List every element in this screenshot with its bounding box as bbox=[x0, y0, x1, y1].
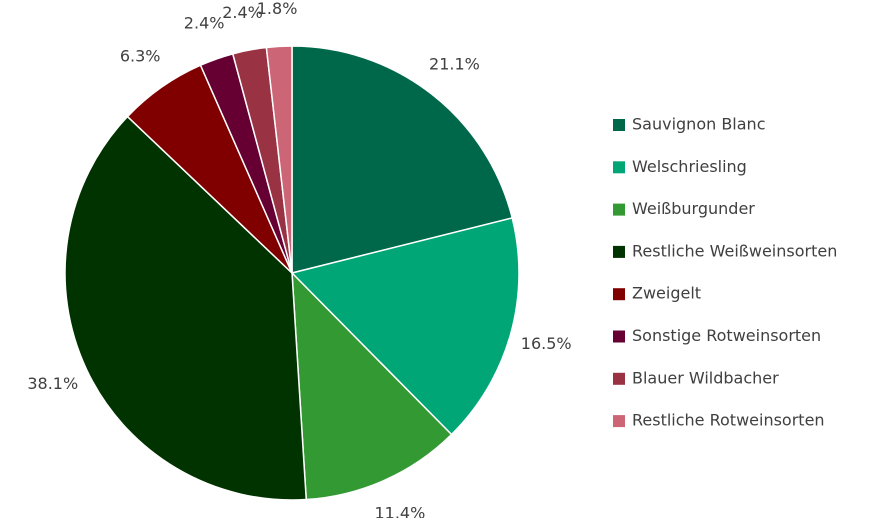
legend-swatch bbox=[613, 245, 625, 258]
legend-swatch bbox=[613, 288, 625, 301]
data-label: 38.1% bbox=[27, 374, 78, 393]
legend-label: Welschriesling bbox=[632, 157, 747, 176]
data-label: 6.3% bbox=[120, 47, 161, 66]
data-label: 1.8% bbox=[257, 0, 298, 18]
legend-label: Restliche Rotweinsorten bbox=[632, 411, 825, 430]
legend-label: Sauvignon Blanc bbox=[632, 115, 766, 134]
pie-slice bbox=[291, 45, 514, 274]
data-label: 2.4% bbox=[222, 3, 263, 22]
legend-label: Weißburgunder bbox=[632, 199, 755, 218]
legend-swatch bbox=[613, 415, 625, 428]
pie-slice bbox=[265, 45, 293, 274]
pie-slice bbox=[290, 217, 520, 436]
legend-swatch bbox=[613, 372, 625, 385]
pie-slice bbox=[291, 271, 453, 501]
legend-swatch bbox=[613, 330, 625, 343]
legend-swatch bbox=[613, 203, 625, 216]
data-label: 11.4% bbox=[374, 503, 425, 518]
legend-label: Restliche Weißweinsorten bbox=[632, 241, 837, 260]
legend-label: Sonstige Rotweinsorten bbox=[632, 326, 821, 345]
legend-swatch bbox=[613, 161, 625, 174]
legend-swatch bbox=[613, 119, 625, 131]
data-label: 21.1% bbox=[429, 54, 480, 73]
data-label: 16.5% bbox=[521, 334, 572, 353]
legend-label: Zweigelt bbox=[632, 284, 701, 303]
pie-slice bbox=[64, 115, 308, 501]
legend-label: Blauer Wildbacher bbox=[632, 368, 779, 387]
data-label: 2.4% bbox=[184, 14, 225, 33]
